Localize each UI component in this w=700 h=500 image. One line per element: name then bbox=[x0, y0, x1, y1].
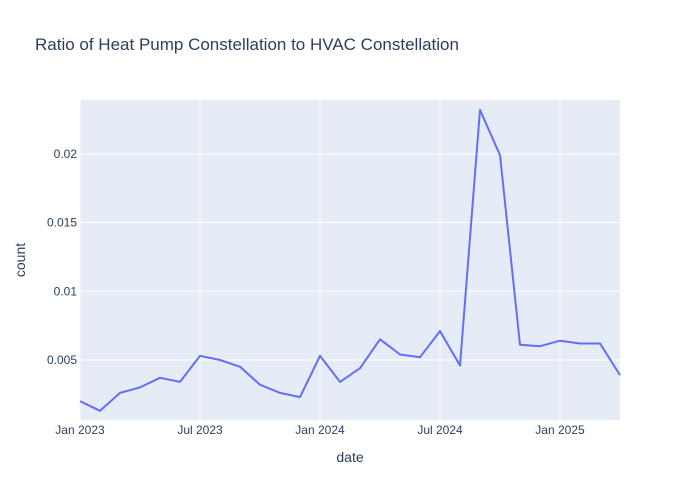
data-point bbox=[138, 385, 142, 389]
y-tick-label: 0.01 bbox=[54, 284, 78, 298]
x-tick-label: Jan 2023 bbox=[55, 423, 105, 437]
data-point bbox=[358, 366, 362, 370]
data-point bbox=[478, 108, 482, 112]
data-point bbox=[318, 354, 322, 358]
x-tick-label: Jul 2023 bbox=[177, 423, 223, 437]
data-point bbox=[618, 373, 622, 377]
data-point bbox=[178, 380, 182, 384]
data-point bbox=[218, 358, 222, 362]
data-point bbox=[118, 391, 122, 395]
x-tick-label: Jan 2025 bbox=[535, 423, 585, 437]
data-point bbox=[258, 383, 262, 387]
data-point bbox=[418, 355, 422, 359]
y-tick-label: 0.02 bbox=[54, 147, 78, 161]
y-tick-labels: 0.005 0.01 0.015 0.02 bbox=[47, 147, 77, 367]
x-tick-label: Jul 2024 bbox=[417, 423, 463, 437]
data-point bbox=[378, 337, 382, 341]
data-point bbox=[278, 391, 282, 395]
data-point bbox=[538, 344, 542, 348]
data-point bbox=[298, 395, 302, 399]
data-point bbox=[78, 399, 82, 403]
x-tick-labels: Jan 2023 Jul 2023 Jan 2024 Jul 2024 Jan 2025 bbox=[55, 423, 585, 437]
data-point bbox=[198, 354, 202, 358]
data-point bbox=[458, 363, 462, 367]
series-line-layer bbox=[78, 108, 622, 413]
data-point bbox=[518, 343, 522, 347]
data-point bbox=[558, 339, 562, 343]
data-point bbox=[438, 329, 442, 333]
data-point bbox=[158, 376, 162, 380]
data-point bbox=[598, 341, 602, 345]
data-point bbox=[498, 153, 502, 157]
grid bbox=[79, 100, 620, 420]
data-point bbox=[578, 341, 582, 345]
series-line bbox=[79, 108, 621, 412]
data-point bbox=[398, 352, 402, 356]
x-tick-label: Jan 2024 bbox=[295, 423, 345, 437]
data-point bbox=[98, 409, 102, 413]
data-point bbox=[338, 380, 342, 384]
y-tick-label: 0.015 bbox=[47, 216, 77, 230]
data-point bbox=[238, 365, 242, 369]
chart-title: Ratio of Heat Pump Constellation to HVAC… bbox=[35, 35, 459, 54]
x-axis-title: date bbox=[336, 449, 363, 465]
y-axis-title: count bbox=[12, 243, 28, 277]
y-tick-label: 0.005 bbox=[47, 353, 77, 367]
plot-background bbox=[80, 100, 620, 420]
